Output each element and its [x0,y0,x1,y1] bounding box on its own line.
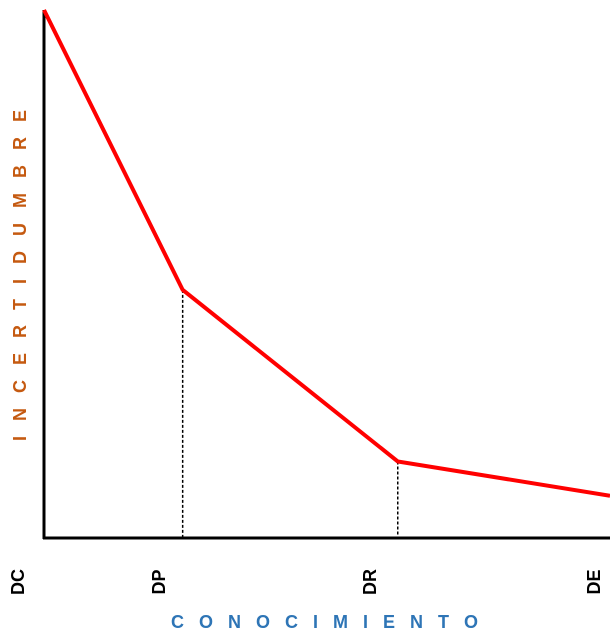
category-label-dc: DC [8,569,28,595]
y-axis-title: I N C E R T I D U M B R E [10,105,30,441]
category-label-dr: DR [360,569,380,595]
category-label-de: DE [584,569,604,594]
x-tick-labels: DC DP DR DE [8,569,604,595]
x-axis-title: C O N O C I M I E N T O [171,612,483,632]
category-label-dp: DP [149,569,169,594]
series-group [42,9,610,498]
series-line [42,9,610,498]
guide-lines [181,289,399,538]
